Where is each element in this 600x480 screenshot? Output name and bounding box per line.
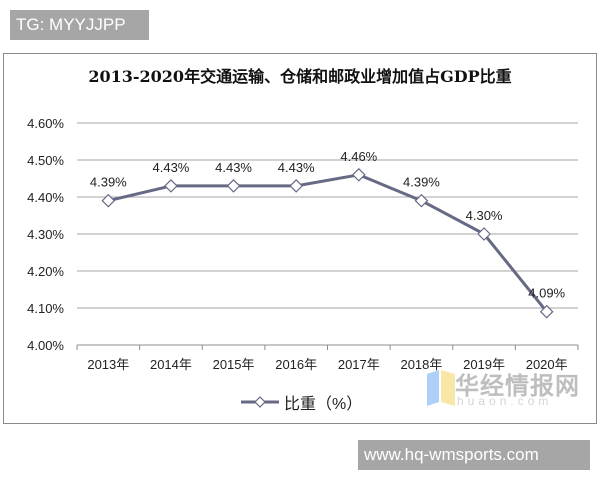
x-tick-label: 2013年 [87,357,129,372]
diamond-marker-icon [226,179,241,193]
y-tick-label: 4.30% [27,227,64,242]
chart-frame [3,53,597,424]
data-label: 4.46% [340,149,377,164]
x-tick-label: 2015年 [213,357,255,372]
x-axis: 2013年 2014年 2015年 2016年 2017年 2018年 2019年 2020年 [76,344,579,372]
legend-label: 比重（%） [284,396,363,413]
legend-line-diamond-icon [241,396,279,408]
data-label: 4.39% [403,175,440,190]
y-gridlines [77,122,578,309]
y-tick-label: 4.00% [27,338,64,353]
series-line [101,167,554,319]
y-tick-label: 4.60% [27,116,64,131]
watermark-logo: 华经情报网 huaon.com [425,368,580,408]
diamond-marker-icon [289,179,304,193]
x-tick-label: 2014年 [150,357,192,372]
y-tick-label: 4.40% [27,190,64,205]
data-label: 4.43% [153,160,190,175]
diamond-marker-icon [351,167,366,182]
diamond-marker-icon [101,193,116,208]
diamond-marker-icon [414,193,429,208]
chart-title: 2013-2020年交通运输、仓储和邮政业增加值占GDP比重 [88,67,512,86]
x-tick-label: 2019年 [463,357,505,372]
watermark-name: 华经情报网 [455,373,580,400]
diamond-marker-icon [539,304,554,319]
y-tick-label: 4.10% [27,301,64,316]
x-tick-label: 2016年 [275,357,317,372]
url-badge: www.hq-wmsports.com [358,440,590,470]
data-label: 4.43% [278,160,315,175]
diamond-marker-icon [477,227,491,241]
data-labels: 4.39% 4.43% 4.43% 4.43% 4.46% 4.39% 4.30% 4.09% [90,149,566,301]
diamond-marker-icon [164,179,178,193]
data-label: 4.09% [528,286,565,301]
x-tick-label: 2018年 [400,357,442,372]
x-tick-label: 2017年 [338,357,380,372]
book-logo-icon [427,370,455,406]
data-label: 4.39% [90,175,127,190]
data-label: 4.43% [215,160,252,175]
x-tick-label: 2020年 [526,357,568,372]
y-axis-tick-labels: 4.00% 4.10% 4.20% 4.30% 4.40% 4.50% 4.60% [27,116,64,353]
tag-badge: TG: MYYJJPP [10,10,149,40]
y-tick-label: 4.20% [27,264,64,279]
data-label: 4.30% [466,208,503,223]
legend: 比重（%） [240,392,363,413]
y-tick-label: 4.50% [27,153,64,168]
watermark-domain: huaon.com [457,394,553,408]
